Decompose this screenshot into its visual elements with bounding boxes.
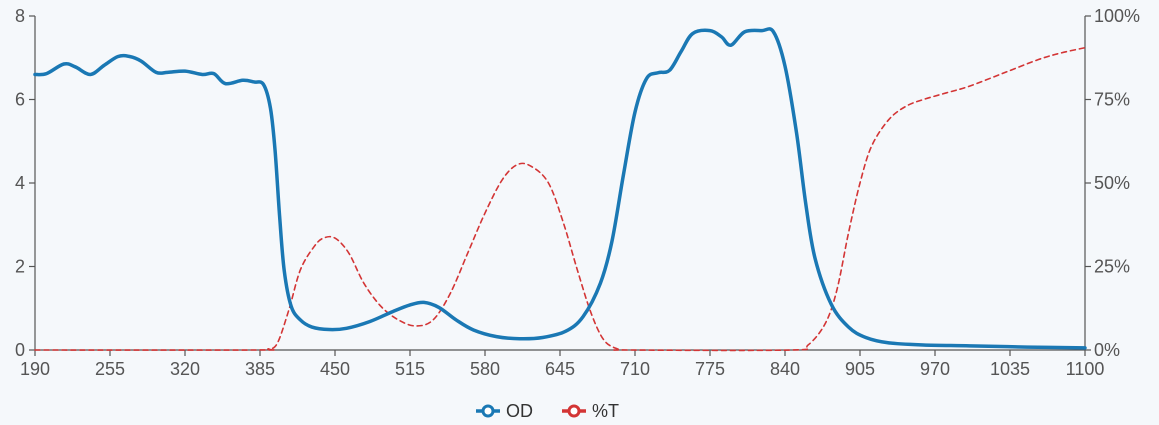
x-tick-label: 1035 <box>990 359 1030 379</box>
x-tick-label: 450 <box>320 359 350 379</box>
y-tick-label-left: 4 <box>15 173 25 193</box>
legend-swatch-marker <box>481 404 495 418</box>
od-series-line <box>33 27 1087 350</box>
x-tick-label: 840 <box>770 359 800 379</box>
legend-swatch-marker <box>567 404 581 418</box>
y-tick-label-left: 0 <box>15 340 25 360</box>
y-tick-label-right: 50% <box>1094 173 1130 193</box>
y-tick-label-left: 2 <box>15 257 25 277</box>
y-tick-label-right: 25% <box>1094 257 1130 277</box>
legend-label: %T <box>592 401 619 421</box>
x-tick-label: 970 <box>920 359 950 379</box>
x-tick-label: 190 <box>20 359 50 379</box>
y-tick-label-left: 8 <box>15 6 25 26</box>
legend-item-od: OD <box>476 401 533 421</box>
x-tick-label: 320 <box>170 359 200 379</box>
legend-label: OD <box>506 401 533 421</box>
axes: 190 255 320 385 450 515 580 645 710 775 840 905 970 1… <box>15 6 1140 379</box>
legend: OD %T <box>476 401 619 421</box>
x-tick-label: 905 <box>845 359 875 379</box>
x-tick-label: 255 <box>95 359 125 379</box>
y-tick-label-right: 0% <box>1094 340 1120 360</box>
y-tick-label-right: 100% <box>1094 6 1140 26</box>
x-tick-label: 580 <box>470 359 500 379</box>
transmission-series-line <box>34 46 1086 352</box>
x-tick-label: 710 <box>620 359 650 379</box>
x-tick-label: 775 <box>695 359 725 379</box>
y-tick-label-left: 6 <box>15 90 25 110</box>
legend-item-transmission: %T <box>562 401 619 421</box>
x-tick-label: 645 <box>545 359 575 379</box>
y-tick-label-right: 75% <box>1094 90 1130 110</box>
x-tick-label: 1100 <box>1066 359 1105 379</box>
x-tick-label: 515 <box>395 359 425 379</box>
x-tick-label: 385 <box>245 359 275 379</box>
series-lines <box>33 27 1087 352</box>
